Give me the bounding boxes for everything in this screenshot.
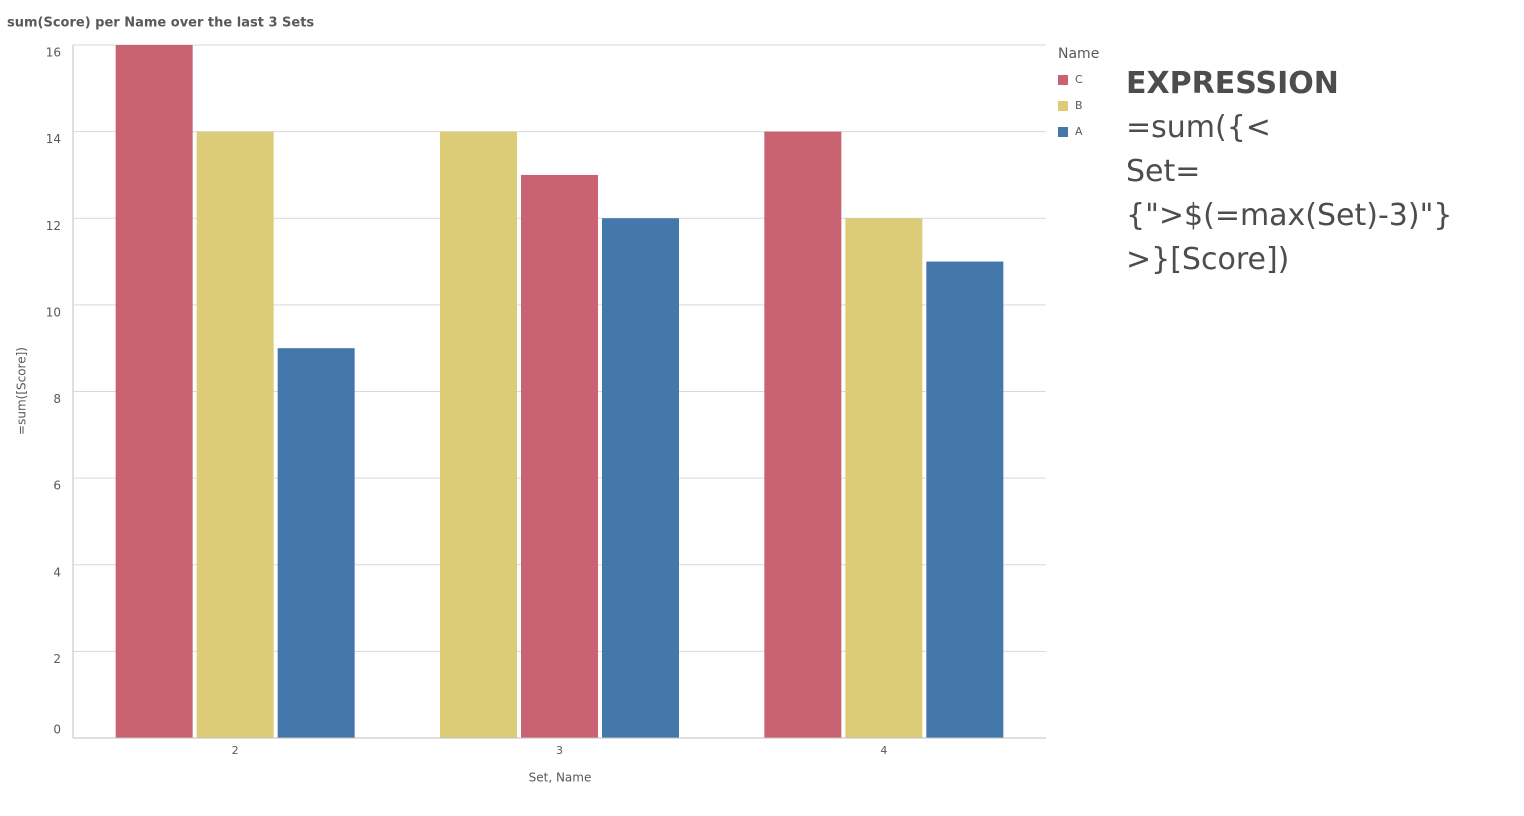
y-axis-title: =sum([Score]) (15, 347, 29, 435)
legend-label: B (1075, 99, 1083, 112)
note-line: Set={">$(=max(Set)-3)"} (1126, 154, 1453, 233)
bar (277, 348, 355, 738)
expression-note: EXPRESSION =sum({< Set={">$(=max(Set)-3)"… (1126, 62, 1524, 282)
y-tick-label: 0 (53, 723, 61, 737)
x-tick-label: 2 (232, 744, 239, 757)
chart-title: sum(Score) per Name over the last 3 Sets (7, 16, 314, 31)
y-tick-label: 4 (53, 565, 61, 579)
chart: sum(Score) per Name over the last 3 Sets… (7, 16, 1099, 785)
note-line: =sum({< (1126, 110, 1271, 145)
y-tick-label: 16 (46, 46, 61, 60)
x-axis-title: Set, Name (529, 771, 592, 785)
legend-swatch (1058, 101, 1068, 111)
y-tick-label: 10 (46, 305, 61, 319)
legend-label: A (1075, 125, 1083, 138)
bar (440, 131, 517, 738)
x-tick-label: 4 (880, 744, 887, 757)
legend-title: Name (1058, 46, 1099, 62)
x-tick-label: 3 (556, 744, 563, 757)
bar (196, 131, 274, 738)
bar (845, 218, 923, 738)
bar (926, 261, 1004, 738)
bar (521, 174, 598, 738)
y-tick-label: 8 (53, 392, 61, 406)
y-tick-label: 12 (46, 219, 61, 233)
bar (115, 45, 193, 738)
note-line: >}[Score]) (1126, 242, 1290, 277)
legend-swatch (1058, 75, 1068, 85)
y-tick-label: 14 (46, 132, 61, 146)
legend-label: C (1075, 73, 1083, 86)
legend-swatch (1058, 127, 1068, 137)
bar (764, 131, 842, 738)
note-title: EXPRESSION (1126, 66, 1339, 101)
y-tick-label: 2 (53, 652, 61, 666)
y-tick-label: 6 (53, 479, 61, 493)
bar (602, 218, 679, 738)
